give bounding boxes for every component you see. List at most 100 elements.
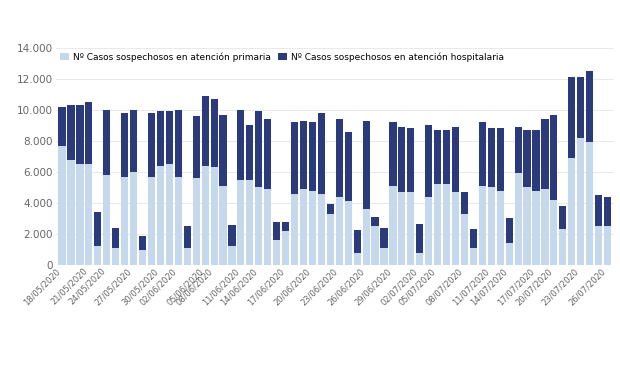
Bar (461, 214, 468, 265)
Bar (353, 253, 361, 265)
Bar (246, 180, 254, 265)
Bar (363, 121, 370, 209)
Bar (533, 130, 539, 191)
Bar (157, 112, 164, 166)
Bar (407, 192, 414, 265)
Bar (497, 191, 504, 265)
Bar (559, 229, 567, 265)
Bar (273, 222, 280, 240)
Bar (86, 102, 92, 164)
Bar (121, 113, 128, 177)
Bar (515, 173, 521, 265)
Bar (237, 110, 244, 180)
Bar (175, 177, 182, 265)
Bar (184, 226, 191, 248)
Bar (246, 125, 254, 180)
Legend: Nº Casos sospechosos en atención primaria, Nº Casos sospechosos en atención hosp: Nº Casos sospechosos en atención primari… (60, 52, 503, 62)
Bar (533, 191, 539, 265)
Bar (515, 127, 521, 173)
Bar (282, 222, 289, 231)
Bar (389, 122, 397, 186)
Bar (211, 99, 218, 167)
Bar (407, 128, 414, 192)
Bar (434, 184, 441, 265)
Bar (121, 177, 128, 265)
Bar (130, 172, 137, 265)
Bar (488, 128, 495, 187)
Bar (568, 158, 575, 265)
Bar (523, 187, 531, 265)
Bar (148, 177, 155, 265)
Bar (309, 191, 316, 265)
Bar (58, 107, 66, 145)
Bar (389, 186, 397, 265)
Bar (551, 200, 557, 265)
Bar (112, 228, 119, 248)
Bar (470, 248, 477, 265)
Bar (335, 119, 343, 197)
Bar (479, 122, 486, 186)
Bar (416, 253, 423, 265)
Bar (371, 226, 379, 265)
Bar (139, 250, 146, 265)
Bar (345, 201, 352, 265)
Bar (103, 110, 110, 175)
Bar (112, 248, 119, 265)
Bar (175, 110, 182, 177)
Bar (273, 240, 280, 265)
Bar (103, 175, 110, 265)
Bar (166, 164, 173, 265)
Bar (425, 197, 432, 265)
Bar (604, 226, 611, 265)
Bar (452, 192, 459, 265)
Bar (139, 236, 146, 250)
Bar (541, 189, 549, 265)
Bar (381, 248, 388, 265)
Bar (541, 119, 549, 189)
Bar (461, 192, 468, 214)
Bar (497, 128, 504, 191)
Bar (505, 243, 513, 265)
Bar (434, 130, 441, 184)
Bar (443, 130, 450, 184)
Bar (551, 114, 557, 200)
Bar (291, 122, 298, 194)
Bar (219, 114, 226, 186)
Bar (416, 224, 423, 253)
Bar (309, 122, 316, 191)
Bar (68, 105, 74, 159)
Bar (255, 112, 262, 187)
Bar (94, 246, 102, 265)
Bar (568, 77, 575, 158)
Bar (86, 164, 92, 265)
Bar (595, 226, 602, 265)
Bar (300, 121, 307, 189)
Bar (371, 217, 379, 226)
Bar (228, 246, 236, 265)
Bar (318, 113, 325, 194)
Bar (148, 113, 155, 177)
Bar (255, 187, 262, 265)
Bar (193, 116, 200, 178)
Bar (130, 110, 137, 172)
Bar (264, 119, 272, 189)
Bar (398, 192, 405, 265)
Bar (157, 166, 164, 265)
Bar (282, 231, 289, 265)
Bar (94, 212, 102, 246)
Bar (264, 189, 272, 265)
Bar (470, 229, 477, 248)
Bar (353, 230, 361, 253)
Bar (291, 194, 298, 265)
Bar (452, 127, 459, 192)
Bar (577, 77, 584, 138)
Bar (381, 228, 388, 248)
Bar (327, 205, 334, 214)
Bar (202, 166, 209, 265)
Bar (443, 184, 450, 265)
Bar (318, 194, 325, 265)
Bar (586, 142, 593, 265)
Bar (604, 197, 611, 226)
Bar (327, 214, 334, 265)
Bar (505, 219, 513, 243)
